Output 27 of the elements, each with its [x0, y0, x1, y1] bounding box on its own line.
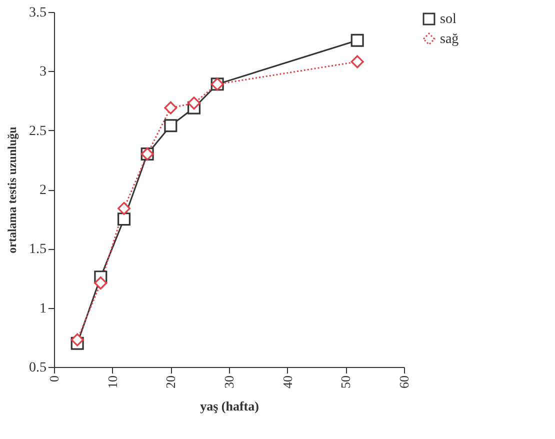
y-tick-label: 2.5	[29, 124, 46, 139]
y-tick-label: 3	[40, 64, 46, 80]
point	[70, 333, 84, 346]
point	[94, 276, 108, 290]
legend-label: sol	[440, 12, 456, 27]
x-tick-label: 60	[396, 376, 412, 388]
x-axis-title: yaş (hafta)	[200, 398, 259, 414]
y-axis-title: ortalama testis uzunluğu	[5, 126, 19, 254]
y-tick-label: 0.5	[29, 360, 46, 376]
point	[350, 34, 364, 47]
y-tick-label: 3.5	[29, 6, 46, 20]
y-tick-label: 1.5	[29, 242, 46, 258]
point	[350, 55, 364, 68]
x-tick-label: 40	[280, 376, 295, 388]
y-tick-label: 2	[40, 183, 46, 198]
point	[118, 202, 130, 215]
x-tick-label: 30	[222, 376, 236, 388]
x-tick-label: 0	[46, 376, 62, 382]
point	[118, 212, 130, 226]
y-tick-label: 1	[40, 301, 46, 316]
x-tick-label: 20	[163, 376, 178, 388]
legend-label: sağ	[440, 32, 459, 47]
point	[164, 101, 178, 114]
point	[188, 96, 200, 110]
x-tick-label: 50	[338, 376, 354, 388]
point	[164, 119, 178, 132]
x-tick-label: 10	[104, 376, 120, 388]
